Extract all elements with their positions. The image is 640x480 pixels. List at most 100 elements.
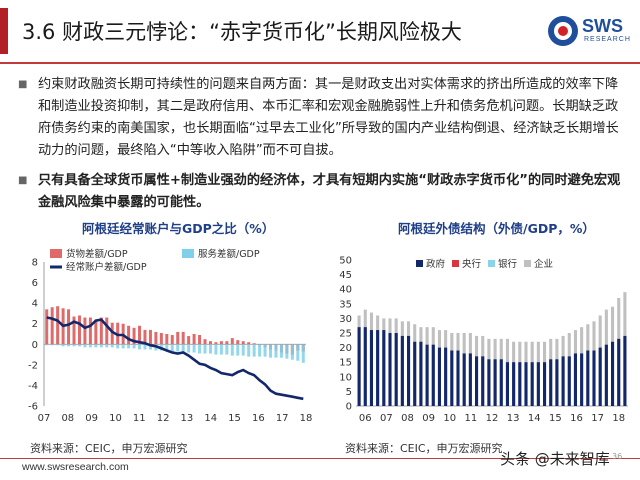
goods-bar xyxy=(214,342,218,345)
gov-debt-bar xyxy=(524,362,528,406)
x-tick-label: 12 xyxy=(157,413,170,424)
page-number: 36 xyxy=(612,452,623,461)
services-bar xyxy=(143,344,147,350)
gov-debt-bar xyxy=(456,350,460,406)
slide-title: 3.6 财政三元悖论：“赤字货币化”长期风险极大 xyxy=(22,20,462,44)
gov-debt-bar xyxy=(481,356,485,406)
watermark: 头条 @未来智库 xyxy=(500,450,610,468)
goods-bar xyxy=(110,322,114,345)
goods-bar xyxy=(236,340,240,345)
gov-debt-bar xyxy=(468,353,472,406)
goods-bar xyxy=(138,325,142,345)
legend-swatch xyxy=(416,260,423,267)
gov-debt-bar xyxy=(419,341,423,406)
square-bullet-icon: ■ xyxy=(18,79,28,90)
goods-bar xyxy=(99,317,103,345)
services-bar xyxy=(83,344,87,348)
goods-bar xyxy=(127,325,131,345)
source-note-right: 资料来源：CEIC，申万宏源研究 xyxy=(345,442,503,455)
services-bar xyxy=(198,344,202,354)
services-bar xyxy=(132,344,136,349)
y-tick-label: 4 xyxy=(32,299,38,310)
y-tick-label: 0 xyxy=(32,340,38,351)
goods-bar xyxy=(230,338,234,345)
x-tick-label: 13 xyxy=(181,413,194,424)
gov-debt-bar xyxy=(543,362,547,406)
x-tick-label: 14 xyxy=(204,413,217,424)
paragraph-1: 约束财政融资长期可持续性的问题来自两方面：其一是财政支出对实体需求的挤出所造成的… xyxy=(38,77,619,158)
source-note-left: 资料来源：CEIC，申万宏源研究 xyxy=(30,442,188,455)
services-bar xyxy=(225,344,229,355)
gov-debt-bar xyxy=(549,359,553,406)
logo-icon xyxy=(548,16,578,46)
services-bar xyxy=(203,344,207,354)
services-bar xyxy=(50,344,54,346)
x-tick-label: 08 xyxy=(401,413,414,424)
gov-debt-bar xyxy=(586,350,590,406)
services-bar xyxy=(263,344,267,357)
y-tick-label: 10 xyxy=(339,372,352,383)
goods-bar xyxy=(159,332,163,345)
services-bar xyxy=(99,344,103,348)
goods-bar xyxy=(132,327,136,345)
services-bar xyxy=(258,344,262,357)
x-tick-label: 10 xyxy=(109,413,122,424)
goods-bar xyxy=(105,317,109,345)
x-tick-label: 17 xyxy=(591,413,604,424)
goods-bar xyxy=(219,341,223,345)
gov-debt-bar xyxy=(512,362,516,406)
goods-bar xyxy=(181,331,185,345)
goods-bar xyxy=(143,329,147,345)
goods-bar xyxy=(208,341,212,345)
gov-debt-bar xyxy=(376,330,380,406)
legend-label: 企业 xyxy=(534,258,553,270)
x-tick-label: 13 xyxy=(507,413,520,424)
services-bar xyxy=(116,344,120,349)
current-account-chart: 8 6 4 2 0 -2 -4 -607 08 09 10 11 12 13 14 15 16 17 18 货物差额/… xyxy=(28,248,312,424)
y-tick-label: -6 xyxy=(28,402,38,413)
goods-bar xyxy=(192,334,196,345)
goods-bar xyxy=(170,335,174,345)
services-bar xyxy=(301,344,305,363)
legend-label: 央行 xyxy=(462,258,482,270)
gov-debt-bar xyxy=(363,327,367,406)
gov-debt-bar xyxy=(604,344,608,406)
x-tick-label: 12 xyxy=(486,413,499,424)
gov-debt-bar xyxy=(617,338,621,406)
goods-bar xyxy=(247,342,251,345)
goods-bar xyxy=(83,317,87,345)
services-bar xyxy=(127,344,131,349)
legend-label: 政府 xyxy=(426,258,446,270)
services-bar xyxy=(148,344,152,350)
footer-url[interactable]: www.swsresearch.com xyxy=(22,461,129,473)
gov-debt-bar xyxy=(462,353,466,406)
gov-debt-bar xyxy=(400,335,404,406)
legend-goods-swatch xyxy=(50,249,62,258)
y-tick-label: 6 xyxy=(32,278,38,289)
x-tick-label: 07 xyxy=(380,413,393,424)
gov-debt-bar xyxy=(487,359,491,406)
gov-debt-bar xyxy=(499,359,503,406)
gov-debt-bar xyxy=(567,356,571,406)
services-bar xyxy=(56,344,60,346)
y-tick-label: -2 xyxy=(28,360,38,371)
goods-bar xyxy=(77,315,81,345)
paragraph-2: 只有具备全球货币属性+制造业强劲的经济体，才具有短期内实施“财政赤字货币化”的同… xyxy=(38,173,621,210)
footer-divider xyxy=(0,458,640,459)
y-tick-label: -4 xyxy=(28,381,38,392)
gov-debt-bar xyxy=(580,353,584,406)
goods-bar xyxy=(203,339,207,345)
goods-bar xyxy=(45,309,49,345)
legend-services-label: 服务差额/GDP xyxy=(198,248,260,260)
x-tick-label: 16 xyxy=(570,413,583,424)
goods-bar xyxy=(94,319,98,345)
x-tick-label: 11 xyxy=(133,413,146,424)
x-tick-label: 15 xyxy=(228,413,241,424)
x-tick-label: 10 xyxy=(443,413,456,424)
goods-bar xyxy=(252,343,256,345)
gov-debt-bar xyxy=(623,335,627,406)
legend-services-swatch xyxy=(182,249,194,258)
y-tick-label: 50 xyxy=(339,256,352,267)
goods-bar xyxy=(67,309,71,345)
gov-debt-bar xyxy=(382,330,386,406)
